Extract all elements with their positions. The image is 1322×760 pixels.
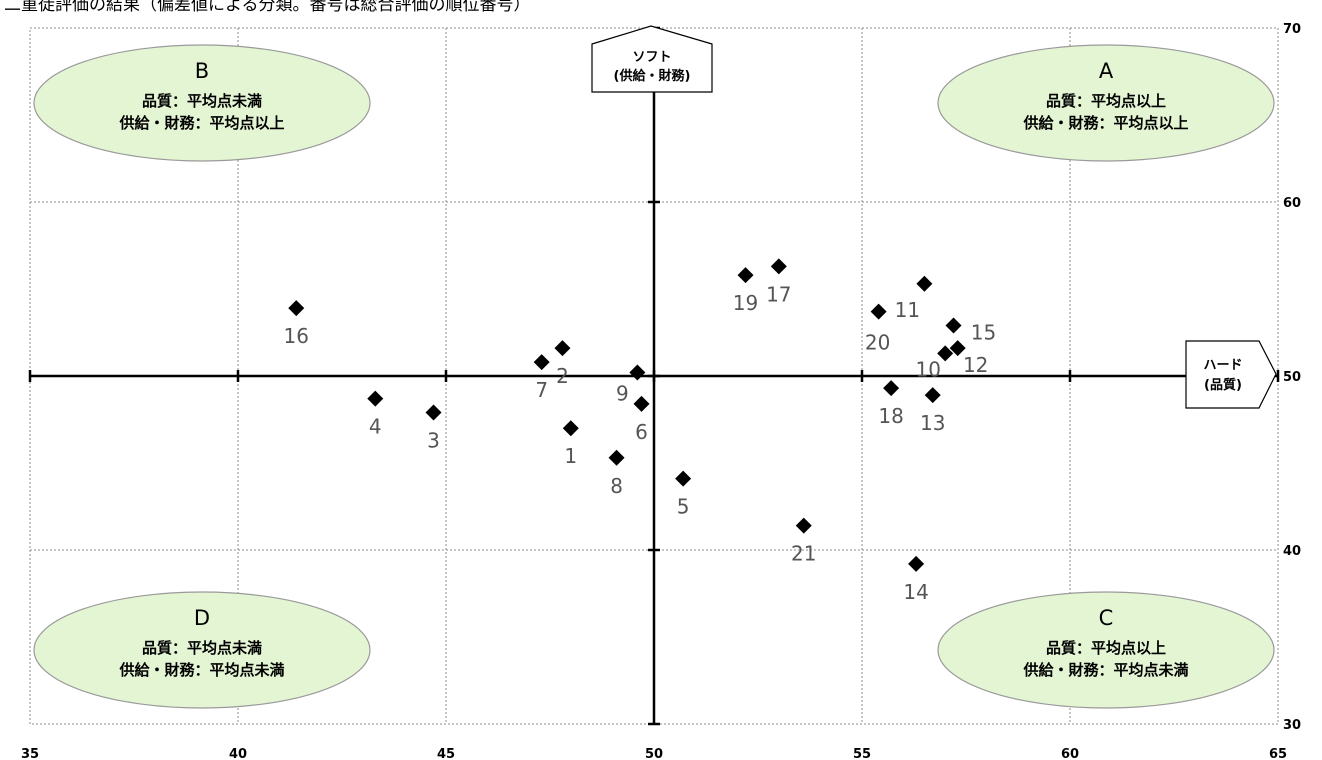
data-point-marker — [770, 258, 787, 275]
data-point-marker — [533, 354, 550, 371]
data-point-label: 18 — [878, 404, 903, 428]
y-tick-label: 40 — [1283, 544, 1301, 559]
quadrant-line1: 品質：平均点未満 — [142, 639, 262, 657]
data-point-marker — [924, 387, 941, 404]
data-point-marker — [288, 300, 305, 317]
data-point-marker — [367, 390, 384, 407]
x-axis-label-box — [1185, 340, 1277, 409]
quadrant-line2: 供給・財務：平均点以上 — [118, 114, 284, 132]
data-point-marker — [883, 380, 900, 397]
data-point-label: 21 — [791, 542, 816, 566]
data-point-label: 14 — [903, 580, 928, 604]
data-point-label: 15 — [971, 321, 996, 345]
x-tick-label: 50 — [645, 747, 663, 760]
y-tick-label: 30 — [1283, 718, 1301, 733]
data-point-label: 17 — [766, 282, 791, 306]
data-point-marker — [737, 267, 754, 284]
quadrant-id-label: C — [1099, 606, 1114, 630]
x-tick-label: 60 — [1061, 747, 1079, 760]
quadrant-id-label: D — [194, 606, 210, 630]
data-point-marker — [554, 340, 571, 357]
data-point-marker — [908, 555, 925, 572]
quadrant-line2: 供給・財務：平均点未満 — [1022, 661, 1188, 679]
data-point-label: 8 — [610, 474, 623, 498]
y-axis-label-box — [591, 25, 713, 93]
data-point-label: 4 — [369, 415, 382, 439]
data-point-label: 12 — [963, 353, 988, 377]
y-tick-label: 60 — [1283, 196, 1301, 211]
quadrant-line1: 品質：平均点以上 — [1046, 639, 1166, 657]
data-point-marker — [916, 275, 933, 292]
data-point-label: 11 — [895, 298, 920, 322]
x-axis-label-line2: (品質) — [1204, 377, 1242, 393]
x-tick-label: 40 — [229, 747, 247, 760]
data-point-label: 3 — [427, 429, 440, 453]
y-axis-label-line2: (供給・財務) — [614, 68, 691, 84]
chart-title: 二重徒評価の結果（偏差値による分類。番号は総合評価の順位番号） — [4, 0, 531, 15]
x-axis-label-line1: ハード — [1203, 358, 1242, 373]
x-tick-label: 55 — [853, 747, 871, 760]
quadrant-ellipse — [937, 44, 1275, 162]
data-point-marker — [945, 317, 962, 334]
data-point-label: 6 — [635, 420, 648, 444]
data-point-label: 2 — [556, 364, 569, 388]
data-point-label: 13 — [920, 411, 945, 435]
data-point-marker — [629, 364, 646, 381]
data-point-label: 5 — [677, 495, 690, 519]
data-point-label: 19 — [733, 291, 758, 315]
data-point-label: 20 — [865, 331, 890, 355]
y-tick-label: 50 — [1283, 370, 1301, 385]
quadrant-ellipse — [33, 44, 371, 162]
quadrant-line1: 品質：平均点以上 — [1046, 92, 1166, 110]
data-point-marker — [633, 395, 650, 412]
quadrant-id-label: A — [1099, 59, 1114, 83]
quadrant-ellipse — [937, 591, 1275, 709]
data-point-marker — [608, 449, 625, 466]
quadrant-line2: 供給・財務：平均点以上 — [1022, 114, 1188, 132]
data-point-marker — [949, 340, 966, 357]
y-tick-label: 70 — [1283, 22, 1301, 37]
quadrant-line1: 品質：平均点未満 — [142, 92, 262, 110]
data-point-marker — [675, 470, 692, 487]
data-point-label: 16 — [284, 324, 309, 348]
data-point-marker — [562, 420, 579, 437]
data-point-label: 7 — [535, 378, 548, 402]
data-point-label: 1 — [564, 444, 577, 468]
x-tick-label: 45 — [437, 747, 455, 760]
data-point-label: 10 — [915, 357, 940, 381]
x-tick-label: 65 — [1269, 747, 1287, 760]
data-point-marker — [425, 404, 442, 421]
data-point-marker — [937, 345, 954, 362]
x-tick-label: 35 — [21, 747, 39, 760]
y-axis-label-line1: ソフト — [632, 50, 671, 65]
quadrant-ellipse — [33, 591, 371, 709]
data-point-label: 9 — [616, 382, 629, 406]
quadrant-id-label: B — [195, 59, 209, 83]
quadrant-line2: 供給・財務：平均点未満 — [118, 661, 284, 679]
data-point-marker — [795, 517, 812, 534]
data-point-marker — [870, 303, 887, 320]
